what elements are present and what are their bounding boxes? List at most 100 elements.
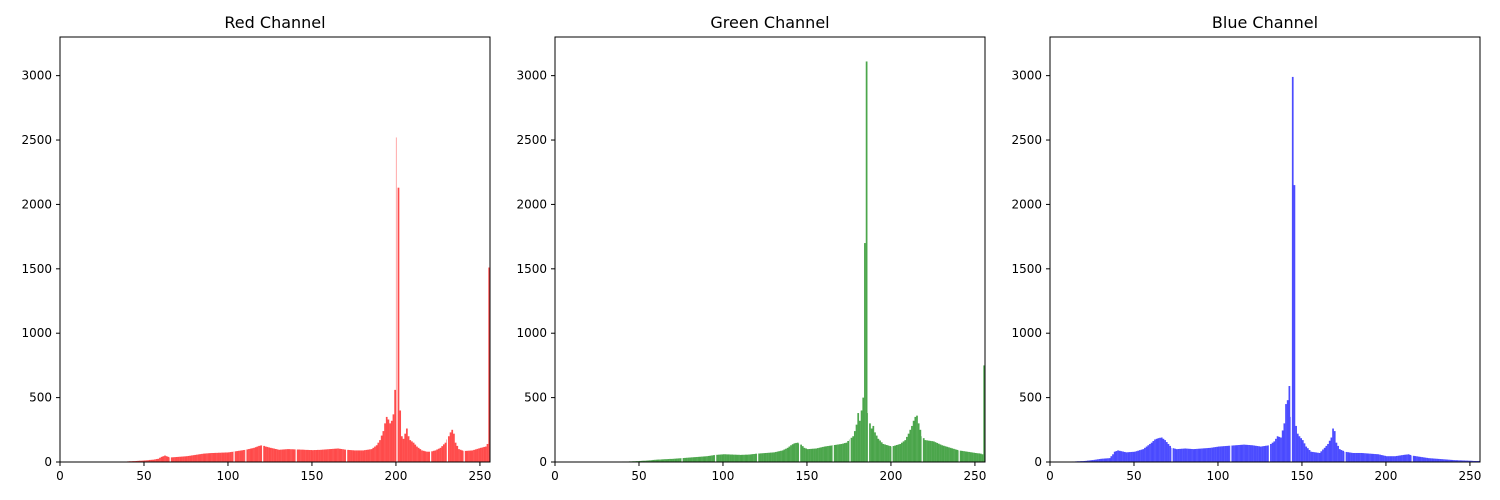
chart-title: Blue Channel — [1212, 13, 1318, 32]
bar — [1370, 453, 1373, 462]
bar — [1209, 447, 1212, 462]
bar — [719, 454, 722, 462]
bar — [1276, 436, 1279, 462]
bar — [932, 441, 935, 462]
bar — [431, 451, 433, 462]
bar — [953, 448, 955, 462]
bar — [432, 450, 435, 462]
bar — [1254, 445, 1257, 462]
bar — [884, 444, 886, 462]
bar — [749, 454, 752, 462]
bar — [1271, 442, 1274, 462]
bar — [256, 446, 259, 462]
bar — [1246, 444, 1249, 462]
bar — [1110, 456, 1113, 462]
bar — [811, 448, 814, 462]
bar — [162, 456, 165, 462]
bar — [1310, 451, 1313, 462]
bar — [251, 448, 254, 462]
bar — [1261, 446, 1264, 462]
bar — [1385, 456, 1388, 462]
bar — [1330, 437, 1333, 462]
y-tick-label: 2000 — [21, 197, 52, 211]
bar — [379, 440, 381, 462]
bar — [392, 414, 395, 462]
y-tick-label: 0 — [1034, 455, 1042, 469]
bar — [702, 456, 705, 462]
bar — [948, 447, 950, 462]
bar — [216, 452, 218, 462]
bar — [746, 454, 749, 462]
bar — [1159, 437, 1161, 462]
bar — [138, 460, 141, 462]
bar — [212, 452, 215, 462]
bar — [1372, 453, 1375, 462]
bar — [775, 451, 777, 462]
bar — [845, 442, 848, 462]
bar — [1417, 456, 1420, 462]
bar — [484, 446, 487, 462]
bar — [911, 425, 913, 462]
bar — [978, 453, 981, 462]
bar — [818, 447, 821, 462]
bar — [1162, 438, 1165, 462]
bar — [1207, 447, 1210, 462]
bar — [154, 459, 156, 462]
bar — [664, 459, 666, 462]
bar — [679, 458, 682, 462]
bar — [1355, 452, 1358, 462]
bar — [1199, 448, 1202, 462]
bar — [1281, 430, 1284, 462]
bar — [315, 450, 318, 462]
bar — [454, 442, 457, 462]
bar — [370, 449, 373, 462]
bar — [860, 410, 863, 462]
bar — [691, 457, 693, 462]
bar — [1278, 436, 1281, 462]
bar — [1241, 444, 1244, 462]
bar — [1123, 451, 1126, 462]
bar — [1286, 400, 1289, 462]
bar — [231, 451, 234, 462]
bar — [1406, 454, 1408, 462]
bar — [766, 452, 769, 462]
bar — [194, 454, 197, 462]
bar — [320, 449, 323, 462]
bar — [217, 452, 220, 462]
bar — [406, 428, 408, 462]
bar — [372, 447, 375, 462]
bar — [665, 459, 668, 462]
bar — [754, 453, 757, 462]
bar — [660, 459, 663, 462]
bar — [1382, 455, 1385, 462]
bar — [461, 450, 464, 462]
bar — [879, 440, 881, 462]
bar — [1441, 459, 1444, 462]
bar — [729, 454, 732, 462]
bar — [1194, 448, 1197, 462]
bar — [1340, 450, 1343, 462]
bar — [791, 444, 794, 462]
bar — [348, 450, 351, 462]
bar — [790, 445, 792, 462]
bar — [313, 450, 316, 462]
bar — [1097, 459, 1099, 462]
bar — [143, 460, 146, 462]
bar — [305, 449, 307, 462]
bar — [973, 452, 975, 462]
bar — [753, 454, 755, 462]
bar — [1135, 451, 1138, 462]
bar — [934, 442, 937, 462]
bar — [1088, 460, 1091, 462]
bar — [280, 449, 282, 462]
bar — [300, 449, 302, 462]
bar — [1399, 455, 1402, 462]
bar — [1374, 454, 1376, 462]
bar — [976, 453, 979, 462]
bar — [184, 456, 187, 462]
histogram-bars — [615, 61, 986, 462]
bar — [927, 440, 930, 462]
bar — [1216, 446, 1219, 462]
bar — [652, 459, 655, 462]
bar — [855, 424, 858, 462]
